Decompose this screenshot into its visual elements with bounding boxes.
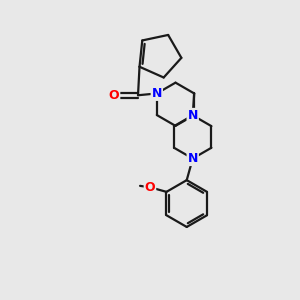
Text: O: O — [109, 89, 119, 102]
Text: O: O — [145, 181, 155, 194]
Text: N: N — [152, 87, 162, 100]
Text: N: N — [188, 152, 198, 165]
Text: N: N — [188, 109, 198, 122]
